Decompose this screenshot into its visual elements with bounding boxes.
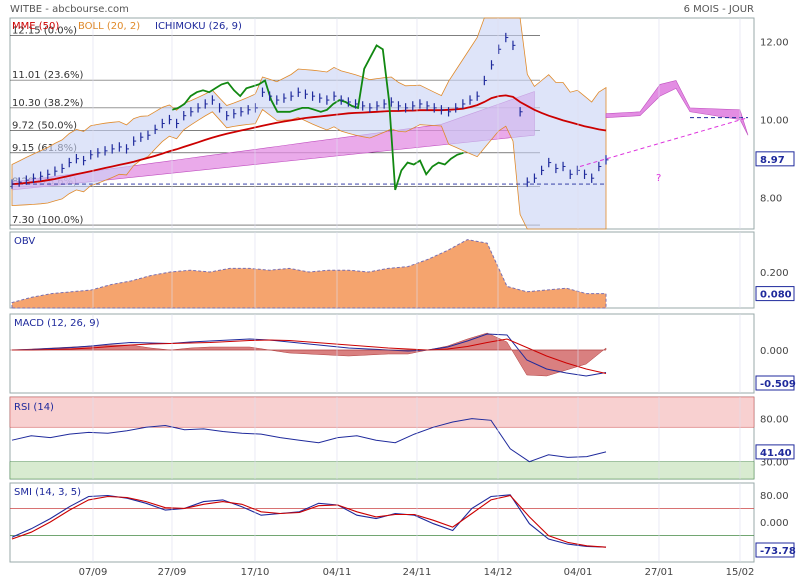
future-cloud xyxy=(605,80,749,136)
mme-line xyxy=(11,94,607,185)
rsi-label: RSI (14) xyxy=(14,402,54,413)
macd-current-value: -0.509 xyxy=(760,379,796,390)
x-tick-label: 27/01 xyxy=(645,567,674,578)
fib-label: 7.30 (100.0%) xyxy=(12,215,83,226)
price-current-value: 8.97 xyxy=(760,155,785,166)
rsi-current-value: 41.40 xyxy=(760,448,792,459)
x-tick-label: 04/01 xyxy=(564,567,593,578)
obv-current-box xyxy=(755,286,795,302)
price-ytick: 10.00 xyxy=(760,116,789,127)
kijun-line xyxy=(171,44,464,191)
x-tick-label: 15/02 xyxy=(726,567,755,578)
smi-ytick: 0.000 xyxy=(760,518,789,529)
rsi-current-box xyxy=(755,444,795,460)
fib-label: 9.72 (50.0%) xyxy=(12,121,77,132)
legend-boll: BOLL (20, 2) xyxy=(78,21,140,32)
price-current-box xyxy=(755,151,795,167)
macd-signal-line xyxy=(12,338,607,374)
obv-area xyxy=(11,239,607,309)
macd-current-box xyxy=(755,375,795,391)
obv-ytick: 0.200 xyxy=(760,268,789,279)
x-tick-label: 14/12 xyxy=(484,567,513,578)
fib-label: 11.01 (23.6%) xyxy=(12,70,83,81)
rsi-oversold-zone xyxy=(9,461,755,480)
rsi-ytick: 80.00 xyxy=(760,415,789,426)
obv-label: OBV xyxy=(14,236,35,247)
fib-label: 9.15 (61.8%) xyxy=(12,143,77,154)
x-tick-label: 04/11 xyxy=(323,567,352,578)
obv-current-value: 0.080 xyxy=(760,290,792,301)
smi-current-value: -73.78 xyxy=(760,546,796,557)
fib-label: 10.30 (38.2%) xyxy=(12,98,83,109)
macd-label: MACD (12, 26, 9) xyxy=(14,318,100,329)
rsi-overbought-zone xyxy=(9,396,755,428)
legend-mme: MME (50) xyxy=(12,21,59,32)
x-tick-label: 24/11 xyxy=(403,567,432,578)
x-tick-label: 17/10 xyxy=(241,567,270,578)
rsi-line xyxy=(11,418,607,463)
macd-line xyxy=(11,333,607,377)
smi-current-box xyxy=(755,542,795,558)
period-title: 6 MOIS - JOUR xyxy=(684,4,754,15)
smi-signal-line xyxy=(11,494,607,548)
price-ytick: 8.00 xyxy=(760,194,782,205)
x-tick-label: 27/09 xyxy=(158,567,187,578)
rsi-ytick: 30.00 xyxy=(760,458,789,469)
smi-line xyxy=(11,494,607,548)
smi-ytick: 80.00 xyxy=(760,491,789,502)
smi-panel-frame xyxy=(9,482,755,563)
forecast-question-mark: ? xyxy=(656,173,661,184)
x-tick-label: 07/09 xyxy=(79,567,108,578)
smi-label: SMI (14, 3, 5) xyxy=(14,487,81,498)
projection-line xyxy=(579,117,749,167)
fib-label: 12.15 (0.0%) xyxy=(12,26,77,37)
price-ytick: 12.00 xyxy=(760,37,789,48)
macd-ytick: 0.000 xyxy=(760,346,789,357)
legend-ichimoku: ICHIMOKU (26, 9) xyxy=(155,21,242,32)
symbol-title: WITBE - abcbourse.com xyxy=(10,4,129,15)
